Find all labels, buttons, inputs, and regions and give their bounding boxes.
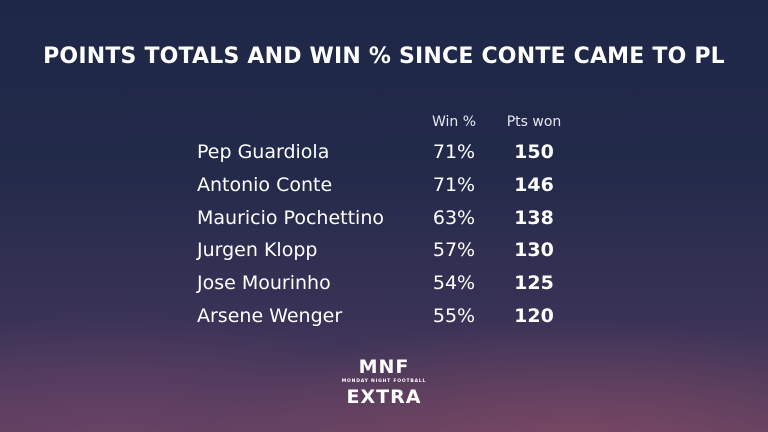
points-won: 138 [514,206,554,229]
manager-name: Jurgen Klopp [197,239,318,262]
manager-name: Jose Mourinho [197,272,331,295]
logo-mnf: MNF [358,356,410,378]
graphic-title: POINTS TOTALS AND WIN % SINCE CONTE CAME… [43,44,725,69]
column-header-win: Win % [431,114,477,130]
points-won: 150 [514,141,554,163]
win-percent: 55% [432,304,476,327]
win-percent: 57% [432,239,476,262]
points-won: 146 [514,173,554,196]
logo-subtitle: MONDAY NIGHT FOOTBALL [341,379,427,384]
win-percent: 71% [432,173,476,196]
table-row: Antonio Conte 71% 146 [0,174,768,207]
table-header: Win % Pts won [0,114,768,134]
table-row: Jose Mourinho 54% 125 [0,272,768,305]
manager-name: Pep Guardiola [197,141,330,163]
win-percent: 54% [432,272,476,295]
manager-name: Arsene Wenger [197,304,343,327]
column-header-pts: Pts won [506,114,562,130]
win-percent: 63% [432,206,476,229]
table-row: Pep Guardiola 71% 150 [0,141,768,174]
stats-table: Pep Guardiola 71% 150 Antonio Conte 71% … [0,141,768,338]
table-row: Mauricio Pochettino 63% 138 [0,207,768,240]
points-won: 120 [514,304,554,327]
points-won: 130 [514,239,554,262]
manager-name: Mauricio Pochettino [197,206,384,229]
win-percent: 71% [432,141,476,163]
logo-extra: EXTRA [346,386,422,408]
table-row: Jurgen Klopp 57% 130 [0,239,768,272]
table-row: Arsene Wenger 55% 120 [0,305,768,338]
points-won: 125 [514,272,554,295]
mnf-extra-logo: MNF MONDAY NIGHT FOOTBALL EXTRA [314,356,454,408]
manager-name: Antonio Conte [197,173,333,196]
